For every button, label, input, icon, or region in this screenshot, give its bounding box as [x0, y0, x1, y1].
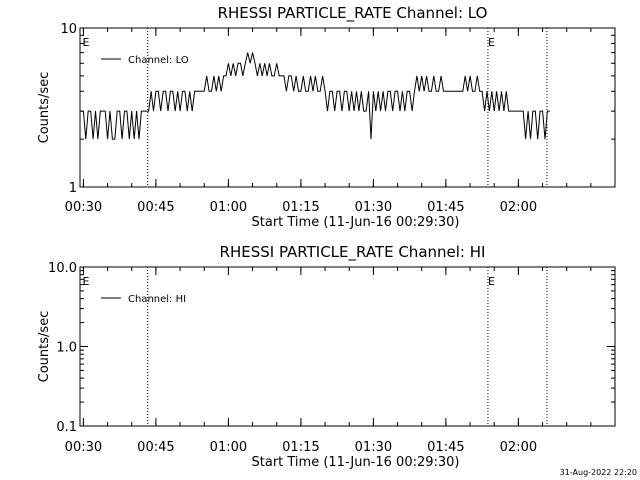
lo-event-label: E — [488, 36, 495, 49]
lo-series-line — [81, 52, 550, 140]
lo-legend-label: Channel: LO — [128, 55, 189, 66]
hi-x-tick-label: 00:30 — [65, 440, 102, 455]
lo-x-tick-label: 01:00 — [210, 200, 247, 215]
lo-y-tick-label: 10 — [60, 22, 77, 37]
hi-y-tick-label: 10.0 — [48, 261, 77, 276]
lo-plot-frame — [79, 27, 616, 188]
lo-y-tick-label: 1 — [69, 181, 77, 196]
lo-x-tick-label: 00:45 — [137, 200, 174, 215]
hi-x-tick-label: 01:00 — [210, 440, 247, 455]
hi-x-axis-label: Start Time (11-Jun-16 00:29:30) — [252, 455, 460, 470]
lo-x-tick-label: 01:45 — [427, 200, 464, 215]
hi-x-tick-label: 00:45 — [137, 440, 174, 455]
lo-chart-title: RHESSI PARTICLE_RATE Channel: LO — [218, 4, 488, 23]
hi-x-tick-label: 02:00 — [500, 440, 537, 455]
hi-y-tick-label: 1.0 — [56, 341, 77, 356]
hi-x-tick-label: 01:15 — [282, 440, 319, 455]
lo-x-tick-label: 00:30 — [65, 200, 102, 215]
hi-plot-frame — [79, 266, 616, 427]
hi-event-label: E — [82, 275, 89, 288]
hi-x-tick-label: 01:30 — [355, 440, 392, 455]
lo-x-axis-label: Start Time (11-Jun-16 00:29:30) — [252, 215, 460, 230]
lo-x-tick-label: 01:30 — [355, 200, 392, 215]
hi-x-tick-label: 01:45 — [427, 440, 464, 455]
lo-y-axis-label: Counts/sec — [37, 72, 52, 144]
hi-chart-title: RHESSI PARTICLE_RATE Channel: HI — [220, 243, 486, 262]
lo-x-tick-label: 02:00 — [500, 200, 537, 215]
hi-y-axis-label: Counts/sec — [37, 311, 52, 383]
hi-y-tick-label: 0.1 — [56, 420, 77, 435]
hi-legend-label: Channel: HI — [128, 294, 186, 305]
footer-timestamp: 31-Aug-2022 22:20 — [560, 468, 637, 477]
hi-event-label: E — [488, 275, 495, 288]
lo-event-label: E — [82, 36, 89, 49]
lo-x-tick-label: 01:15 — [282, 200, 319, 215]
